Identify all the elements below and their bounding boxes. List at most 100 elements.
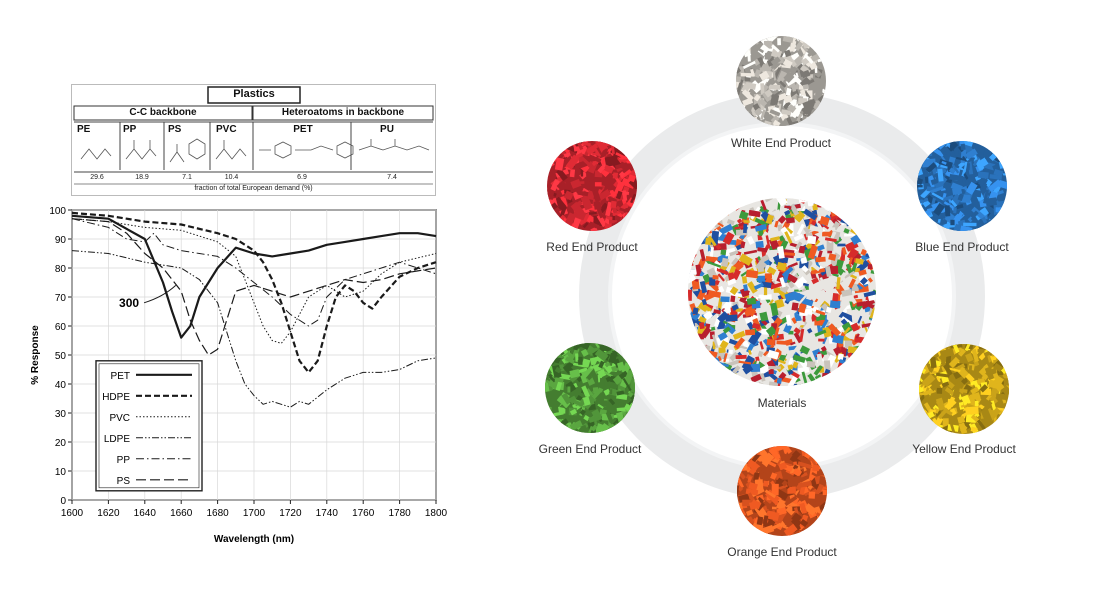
plastic-chip [802, 84, 809, 90]
plastic-chip [943, 364, 953, 376]
plastic-chip [582, 222, 589, 229]
plastic-chip [550, 417, 557, 421]
plastic-chip [709, 277, 716, 286]
plastic-chip [554, 366, 562, 374]
plastic-chip [823, 521, 827, 528]
plastic-chip [616, 361, 626, 372]
plastic-chip [850, 234, 862, 245]
plastic-chip [921, 373, 936, 388]
blue-product-image [917, 141, 1007, 231]
plastic-chip [545, 343, 550, 352]
polymer-value-pp: 18.9 [135, 174, 149, 181]
plastic-chip [714, 266, 729, 276]
plastic-chip [963, 161, 968, 171]
plastic-chip [944, 398, 957, 411]
plastic-chip [981, 216, 988, 224]
plastic-chip [571, 200, 583, 211]
plastic-chip [555, 142, 562, 149]
plastic-chip [547, 158, 551, 165]
plastic-chip [739, 524, 750, 535]
plastic-chip [596, 208, 604, 219]
plastic-chip [818, 475, 827, 487]
plastic-chip [814, 374, 822, 380]
plastic-chip [829, 300, 841, 309]
plastic-chip [927, 411, 935, 419]
plastic-chip [560, 195, 568, 208]
plastic-chip [746, 321, 755, 331]
monomer-structures [80, 138, 430, 163]
plastic-chip [569, 408, 578, 416]
plastic-chip [765, 214, 774, 225]
plastic-chip [753, 58, 761, 66]
plastic-chip [945, 355, 952, 365]
plastic-chip [815, 40, 826, 54]
plastic-chip [970, 386, 980, 395]
plastic-chip [770, 236, 781, 242]
plastic-chip [596, 214, 608, 228]
plastic-chip [841, 316, 855, 327]
plastic-chip [761, 231, 769, 240]
plastic-chip [807, 244, 818, 260]
plastic-chip [726, 359, 741, 367]
plastic-chip [773, 287, 781, 293]
plastic-chip [757, 350, 764, 358]
plastic-chip [965, 373, 975, 383]
plastic-chip [995, 207, 1006, 213]
plastic-chip [591, 409, 602, 420]
plastic-chip [595, 141, 608, 152]
plastic-chip [917, 168, 924, 177]
plastic-chip [559, 373, 572, 381]
plastic-chip [789, 255, 797, 263]
plastic-chip [701, 298, 708, 306]
plastic-chip [970, 210, 979, 219]
plastic-chip [783, 323, 793, 334]
plastic-chip [774, 104, 780, 109]
plastic-chip [758, 294, 772, 300]
plastic-chip [925, 162, 937, 174]
plastic-chip [949, 408, 957, 416]
plastic-chip [783, 523, 798, 536]
plastic-chip [781, 480, 789, 487]
plastic-chip [966, 157, 974, 164]
plastic-chip [791, 450, 801, 459]
plastic-chip [792, 354, 806, 363]
plastic-chip [548, 216, 561, 225]
plastic-chip [802, 98, 816, 108]
plastic-chip [737, 521, 746, 531]
plastic-chip [814, 329, 827, 337]
series-line-pp [71, 218, 437, 327]
plastic-chip [755, 240, 764, 249]
plastic-chip [845, 263, 853, 276]
plastic-chip [946, 409, 953, 416]
plastic-chip [600, 168, 610, 178]
plastic-chip [614, 180, 625, 196]
plastic-chip [784, 49, 792, 58]
plastic-chip [553, 418, 562, 428]
plastic-chip [999, 427, 1009, 434]
plastic-chip [590, 424, 598, 432]
plastic-chip [759, 311, 769, 322]
plastic-chip [788, 357, 794, 365]
plastic-chip [615, 152, 627, 160]
plastic-chip [778, 371, 787, 380]
x-tick-label: 1620 [97, 508, 120, 519]
red-product-image [547, 141, 637, 231]
plastic-chip [591, 388, 603, 400]
plastic-chip [977, 176, 988, 187]
plastic-chip [1001, 385, 1009, 398]
plastic-chip [784, 252, 796, 256]
plastic-chip [859, 277, 868, 286]
plastic-chip [548, 421, 558, 431]
plastic-chip [725, 314, 738, 322]
plastic-chip [738, 253, 753, 266]
plastic-chip [800, 257, 808, 264]
plastic-chip [608, 398, 616, 406]
plastic-chip [747, 526, 755, 535]
table-frame [71, 84, 436, 196]
plastic-chip [567, 386, 571, 393]
legend-label-pp: PP [117, 455, 131, 466]
plastic-chip [787, 364, 794, 370]
plastic-chip [612, 172, 619, 179]
plastic-chip [749, 501, 758, 510]
plastic-chip [594, 182, 602, 187]
